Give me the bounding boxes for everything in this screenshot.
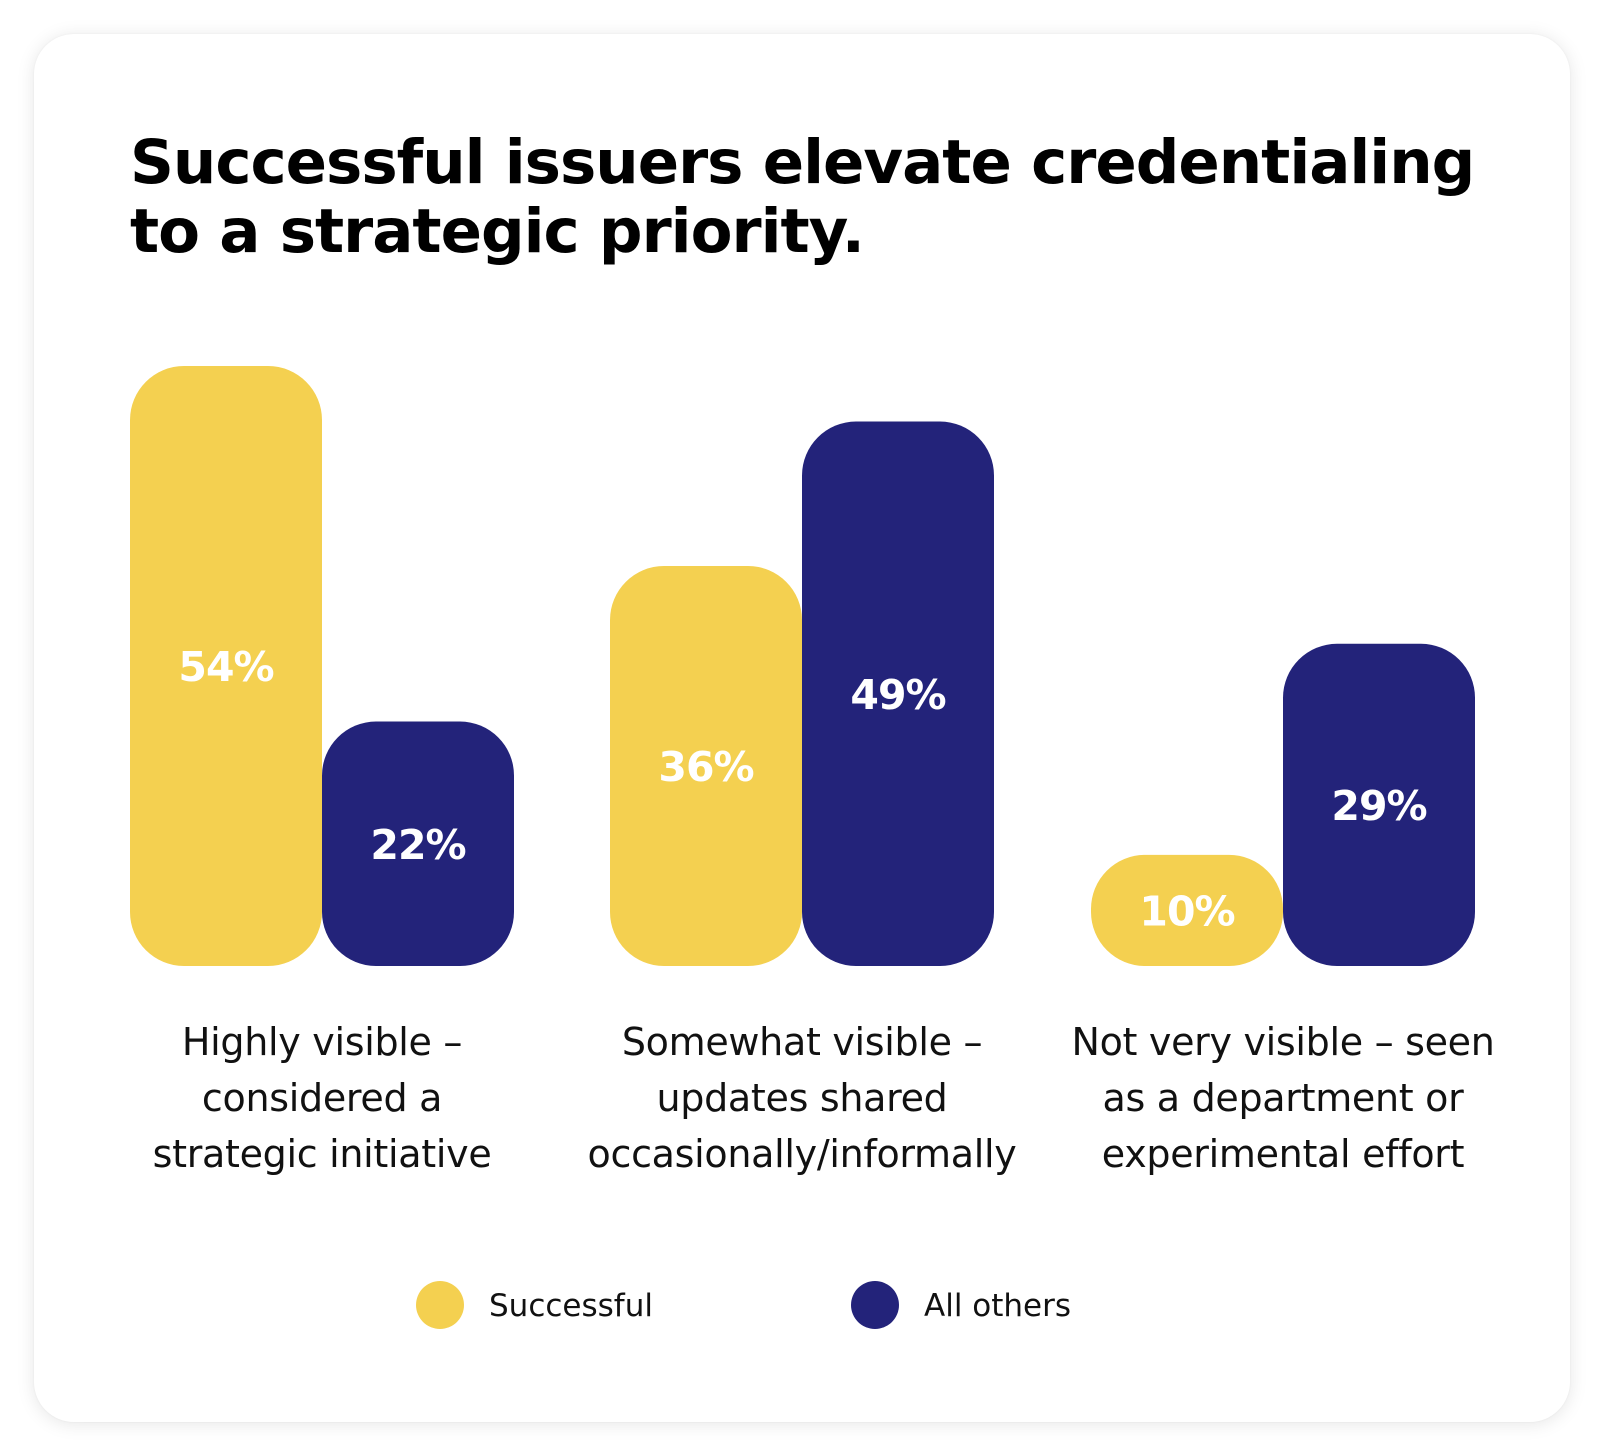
category-label-3: Not very visible – seen as a department o… [1053,1014,1513,1182]
legend-swatch-successful [416,1281,464,1329]
category-label-line: experimental effort [1101,1132,1465,1176]
bar-successful-2 [610,566,802,966]
category-label-line: as a department or [1102,1076,1464,1120]
data-label-successful-1: 54% [178,643,273,691]
chart-title: Successful issuers elevate credentialing… [130,127,1475,267]
bar-all-others-2 [802,421,994,966]
category-label-2: Somewhat visible – updates shared occasion… [572,1014,1032,1182]
bar-successful-3 [1091,854,1283,966]
bar-all-others-3 [1283,643,1475,966]
data-label-all-others-3: 29% [1331,782,1426,830]
category-label-line: Highly visible – [181,1020,463,1064]
category-label-line: considered a [201,1076,443,1120]
bar-successful-1 [130,366,322,966]
data-label-successful-3: 10% [1139,887,1234,935]
legend-label-all-others: All others [924,1288,1072,1324]
legend-swatch-all-others [851,1281,899,1329]
category-label-1: Highly visible – considered a strategic in… [92,1014,552,1182]
category-label-line: Not very visible – seen [1071,1020,1495,1064]
category-label-line: Somewhat visible – [621,1020,983,1064]
data-label-all-others-2: 49% [850,671,945,719]
bar-all-others-1 [322,721,514,966]
category-label-line: updates shared [656,1076,948,1120]
data-label-all-others-1: 22% [370,821,465,869]
legend-label-successful: Successful [489,1288,653,1324]
category-label-line: strategic initiative [152,1132,492,1176]
category-label-line: occasionally/informally [587,1132,1017,1176]
data-label-successful-2: 36% [658,743,753,791]
